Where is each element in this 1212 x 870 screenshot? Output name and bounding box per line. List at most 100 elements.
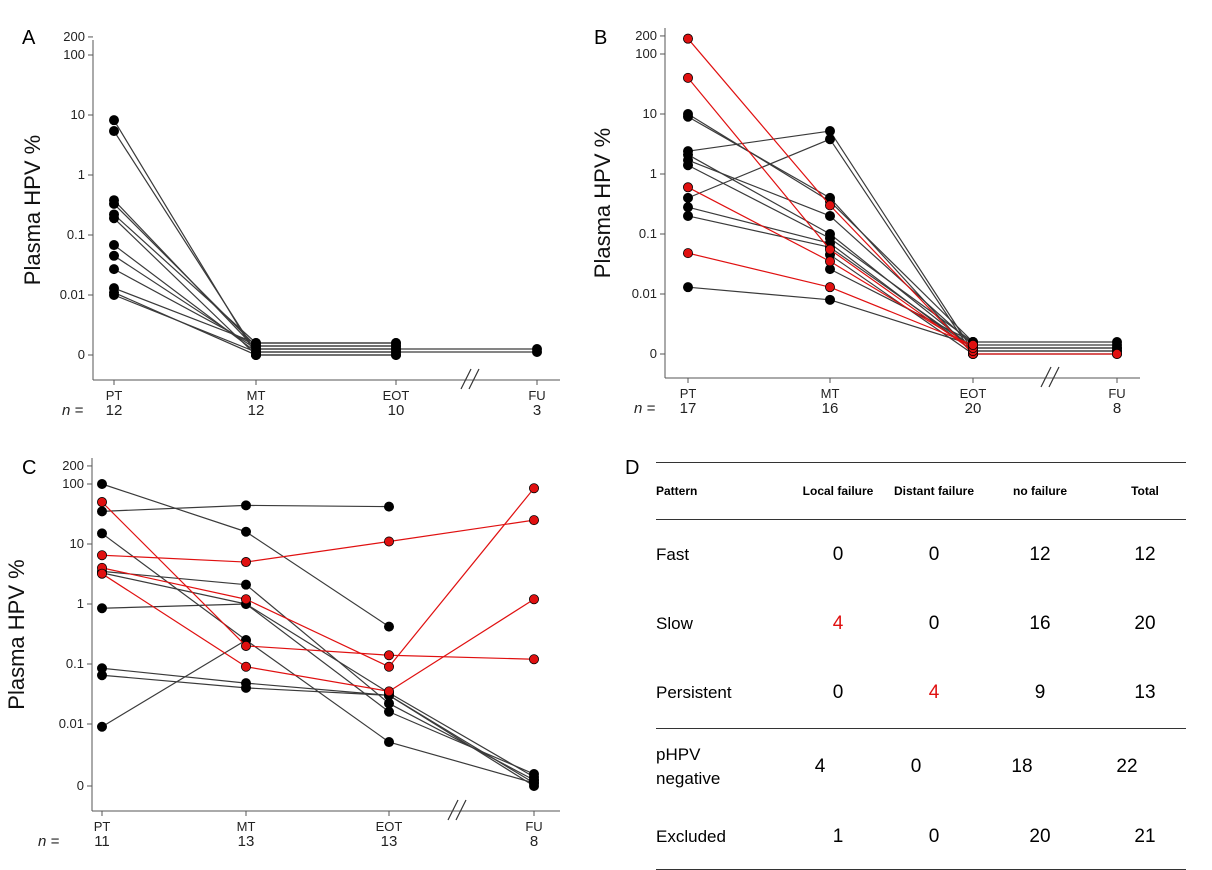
data-point [683,210,694,221]
series-segment [113,217,257,356]
data-point [109,115,120,126]
table-cell: 12 [1029,544,1051,565]
data-point [250,337,261,348]
y-tick-label: 200 [62,458,84,473]
data-point [97,670,108,681]
n-equals-label: n = [38,833,60,850]
series-segment [245,504,390,508]
y-axis-title: Plasma HPV % [4,559,29,709]
axis-break-mark [468,368,480,390]
failure-data-point [97,497,108,508]
table-cell: 20 [1134,613,1156,634]
y-tick-label: 0.01 [60,287,85,302]
series-segment [388,702,535,781]
series-segment [113,287,257,344]
table-cell: 0 [832,544,844,565]
table-cell: 22 [1116,756,1138,777]
failure-data-point [97,568,108,579]
series-segment [101,572,247,605]
data-point [683,160,694,171]
data-point [109,240,120,251]
axis-break-mark [447,799,459,821]
y-tick-label: 200 [63,29,85,44]
x-tick-label: PT [680,386,697,401]
n-equals-label: n = [634,400,656,417]
data-point [240,682,251,693]
n-count-label: 8 [1113,400,1121,417]
series-segment [245,687,390,696]
series-segment [245,584,390,704]
y-tick-label: 0.1 [67,227,85,242]
failure-data-point [529,515,540,526]
x-tick-label: PT [106,388,123,403]
y-tick-label: 1 [78,167,85,182]
series-segment [687,116,831,199]
data-point [390,337,401,348]
failure-data-point [529,483,540,494]
row-label: Fast [656,545,690,564]
series-segment [687,130,831,152]
series-segment [245,598,390,668]
y-tick-label: 0 [77,778,84,793]
series-segment [113,294,257,353]
series-segment [101,567,247,600]
failure-data-point [1112,348,1123,359]
y-tick-label: 100 [63,47,85,62]
table-row: pHPV negative 4 0 18 22 [656,729,1186,805]
y-tick-label: 100 [635,46,657,61]
y-tick-label: 0 [78,347,85,362]
series-segment [829,260,974,349]
series-segment [245,531,390,628]
y-tick-label: 10 [643,106,657,121]
series-segment [101,504,247,512]
table-top-rule [656,462,1186,463]
series-segment [101,674,247,689]
table-body-patterns: Fast 0 0 12 12 Slow 4 0 16 20 Persistent 0 4 9 13 [656,520,1186,728]
table-cell: 20 [1029,826,1051,847]
n-count-label: 16 [822,400,839,417]
series-segment [113,130,257,353]
n-count-label: 17 [680,400,697,417]
x-tick-label: MT [821,386,840,401]
series-segment [101,554,247,563]
data-point [683,202,694,213]
table-cell: 0 [910,756,922,777]
failure-data-point [383,661,394,672]
failure-data-point [825,200,836,211]
table-cell: 18 [1011,756,1033,777]
x-tick-label: EOT [960,386,987,401]
x-tick-label: MT [237,819,256,834]
axis-break-mark [460,368,472,390]
y-tick-label: 0.01 [632,286,657,301]
x-tick-label: FU [525,819,542,834]
data-point [825,294,836,305]
series-segment [101,639,247,728]
axis-break-mark [455,799,467,821]
series-segment [687,286,831,301]
series-segment [388,519,535,543]
series-segment [388,654,535,660]
n-count-label: 11 [94,833,110,850]
failure-data-point [240,661,251,672]
series-segment [829,197,974,355]
series-segment [101,667,247,684]
n-count-label: 10 [388,402,405,419]
failure-data-point [683,182,694,193]
table-cell: 12 [1134,544,1156,565]
data-point [683,282,694,293]
failure-data-point [683,248,694,259]
row-label: pHPV negative [656,745,721,788]
table-header-total: Total [1131,483,1159,498]
series-segment [687,38,831,206]
n-equals-label: n = [62,402,84,419]
y-tick-label: 0.1 [639,226,657,241]
failure-data-point [97,550,108,561]
table-row: Persistent 0 4 9 13 [656,658,1186,728]
series-segment [101,603,247,609]
data-point [383,501,394,512]
failure-data-point [383,650,394,661]
failure-data-point [529,654,540,665]
failure-data-point [683,72,694,83]
axis-break-mark [1048,366,1060,388]
data-point [532,343,543,354]
